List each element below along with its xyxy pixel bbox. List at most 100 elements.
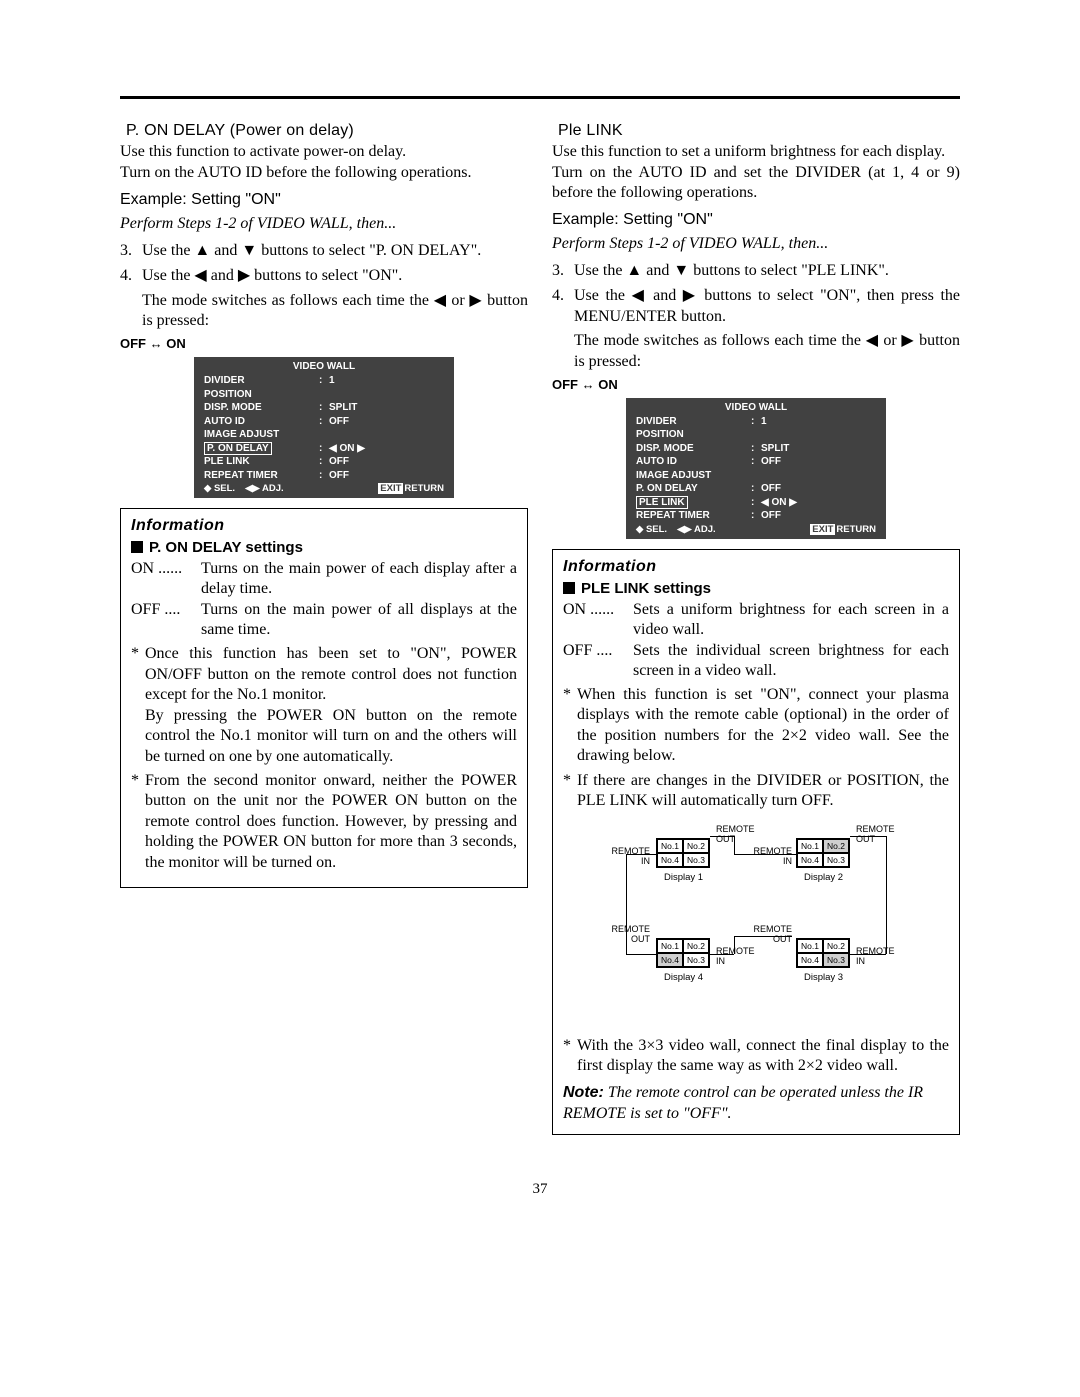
body-text: Use this function to activate power-on d… — [120, 142, 528, 162]
info-note: *Once this function has been set to "ON"… — [131, 644, 517, 767]
step-number: 4. — [552, 286, 574, 328]
osd-row-value — [329, 388, 444, 402]
info-subtitle: PLE LINK settings — [563, 580, 949, 597]
info-note: *With the 3×3 video wall, connect the fi… — [563, 1036, 949, 1077]
remote-out-label: REMOTE OUT — [752, 924, 792, 944]
remote-in-label: REMOTE IN — [716, 946, 755, 966]
osd-row-label: DIVIDER — [204, 374, 319, 388]
osd-row-label: POSITION — [636, 428, 751, 442]
sel-icon: ◆ SEL. — [636, 524, 667, 535]
info-box-pon: Information P. ON DELAY settings ON ....… — [120, 508, 528, 888]
remote-out-label: REMOTE OUT — [856, 824, 895, 844]
exit-label: EXITRETURN — [378, 483, 444, 494]
osd-row-value: OFF — [761, 455, 876, 469]
osd-row-label: AUTO ID — [204, 415, 319, 429]
osd-row-value: SPLIT — [329, 401, 444, 415]
osd-row-label: DISP. MODE — [204, 401, 319, 415]
body-text: Turn on the AUTO ID before the following… — [120, 163, 528, 183]
info-title: Information — [131, 517, 517, 535]
toggle-label: OFF ↔ ON — [552, 377, 960, 392]
display-cell-1: No.1No.2 No.4No.3 — [656, 838, 710, 868]
toggle-label: OFF ↔ ON — [120, 336, 528, 351]
remote-in-label: REMOTE IN — [856, 946, 895, 966]
osd-row-label: REPEAT TIMER — [636, 509, 751, 523]
display-cell-4: No.1No.2 No.4No.3 — [656, 938, 710, 968]
osd-row-label: REPEAT TIMER — [204, 469, 319, 483]
exit-label: EXITRETURN — [810, 524, 876, 535]
adj-icon: ◀▶ ADJ. — [677, 524, 716, 535]
info-box-plelink: Information PLE LINK settings ON ......S… — [552, 549, 960, 1135]
step-subtext: The mode switches as follows each time t… — [142, 291, 528, 333]
osd-row-value — [761, 469, 876, 483]
body-text: Turn on the AUTO ID and set the DIVIDER … — [552, 163, 960, 203]
step-text: Use the ◀ and ▶ buttons to select "ON". — [142, 266, 528, 287]
step-4: 4. Use the ◀ and ▶ buttons to select "ON… — [552, 286, 960, 328]
step-subtext: The mode switches as follows each time t… — [574, 331, 960, 373]
section-title-plelink: Ple LINK — [558, 122, 960, 140]
info-item-on: ON ......Turns on the main power of each… — [131, 559, 517, 599]
info-note: *When this function is set "ON", connect… — [563, 685, 949, 767]
display-caption: Display 2 — [804, 872, 843, 883]
osd-row-value: OFF — [761, 509, 876, 523]
osd-menu-pon: VIDEO WALL DIVIDER:1 POSITION DISP. MODE… — [194, 357, 454, 498]
osd-row-label: IMAGE ADJUST — [636, 469, 751, 483]
remote-out-label: REMOTE OUT — [606, 924, 650, 944]
osd-title: VIDEO WALL — [194, 359, 454, 374]
remote-in-label: REMOTE IN — [606, 846, 650, 866]
page: P. ON DELAY (Power on delay) Use this fu… — [0, 0, 1080, 1258]
display-cell-2: No.1No.2 No.4No.3 — [796, 838, 850, 868]
step-3: 3. Use the ▲ and ▼ buttons to select "P.… — [120, 241, 528, 262]
connection-diagram: No.1No.2 No.4No.3 No.1No.2 No.4No.3 No.1… — [566, 818, 946, 1028]
osd-row-value: SPLIT — [761, 442, 876, 456]
adj-icon: ◀▶ ADJ. — [245, 483, 284, 494]
info-item-on: ON ......Sets a uniform brightness for e… — [563, 600, 949, 640]
top-rule — [120, 96, 960, 99]
osd-row-label: IMAGE ADJUST — [204, 428, 319, 442]
step-number: 3. — [552, 261, 574, 282]
step-number: 3. — [120, 241, 142, 262]
columns: P. ON DELAY (Power on delay) Use this fu… — [120, 120, 960, 1143]
osd-row-value: 1 — [329, 374, 444, 388]
right-column: Ple LINK Use this function to set a unif… — [552, 120, 960, 1143]
example-label: Example: Setting "ON" — [120, 191, 528, 209]
perform-steps: Perform Steps 1-2 of VIDEO WALL, then... — [552, 235, 960, 253]
remote-in-label: REMOTE IN — [752, 846, 792, 866]
osd-row-label: PLE LINK — [204, 455, 319, 469]
info-item-off: OFF ....Turns on the main power of all d… — [131, 600, 517, 640]
osd-row-value: 1 — [761, 415, 876, 429]
info-title: Information — [563, 558, 949, 576]
info-item-off: OFF ....Sets the individual screen brigh… — [563, 641, 949, 681]
osd-row-label: AUTO ID — [636, 455, 751, 469]
osd-row-value: ◀ ON ▶ — [329, 442, 444, 456]
osd-row-value: ◀ ON ▶ — [761, 496, 876, 510]
section-title-pon: P. ON DELAY (Power on delay) — [126, 122, 528, 140]
osd-row-label: DISP. MODE — [636, 442, 751, 456]
osd-row-value: OFF — [329, 455, 444, 469]
sel-icon: ◆ SEL. — [204, 483, 235, 494]
perform-steps: Perform Steps 1-2 of VIDEO WALL, then... — [120, 215, 528, 233]
step-number: 4. — [120, 266, 142, 287]
info-subtitle: P. ON DELAY settings — [131, 539, 517, 556]
display-caption: Display 1 — [664, 872, 703, 883]
display-cell-3: No.1No.2 No.4No.3 — [796, 938, 850, 968]
osd-row-label: POSITION — [204, 388, 319, 402]
step-3: 3. Use the ▲ and ▼ buttons to select "PL… — [552, 261, 960, 282]
remote-out-label: REMOTE OUT — [716, 824, 755, 844]
osd-footer: ◆ SEL. ◀▶ ADJ. EXITRETURN — [194, 482, 454, 494]
step-text: Use the ▲ and ▼ buttons to select "P. ON… — [142, 241, 528, 262]
note: Note: The remote control can be operated… — [563, 1083, 949, 1125]
info-note: *If there are changes in the DIVIDER or … — [563, 771, 949, 812]
display-caption: Display 3 — [804, 972, 843, 983]
osd-row-value: OFF — [329, 415, 444, 429]
osd-menu-plelink: VIDEO WALL DIVIDER:1 POSITION DISP. MODE… — [626, 398, 886, 539]
step-text: Use the ▲ and ▼ buttons to select "PLE L… — [574, 261, 960, 282]
osd-row-value: OFF — [329, 469, 444, 483]
example-label: Example: Setting "ON" — [552, 211, 960, 229]
left-column: P. ON DELAY (Power on delay) Use this fu… — [120, 120, 528, 1143]
osd-title: VIDEO WALL — [626, 400, 886, 415]
osd-row-value: OFF — [761, 482, 876, 496]
osd-row-label-selected: PLE LINK — [636, 496, 751, 510]
osd-row-value — [761, 428, 876, 442]
osd-row-value — [329, 428, 444, 442]
info-note: *From the second monitor onward, neither… — [131, 771, 517, 873]
